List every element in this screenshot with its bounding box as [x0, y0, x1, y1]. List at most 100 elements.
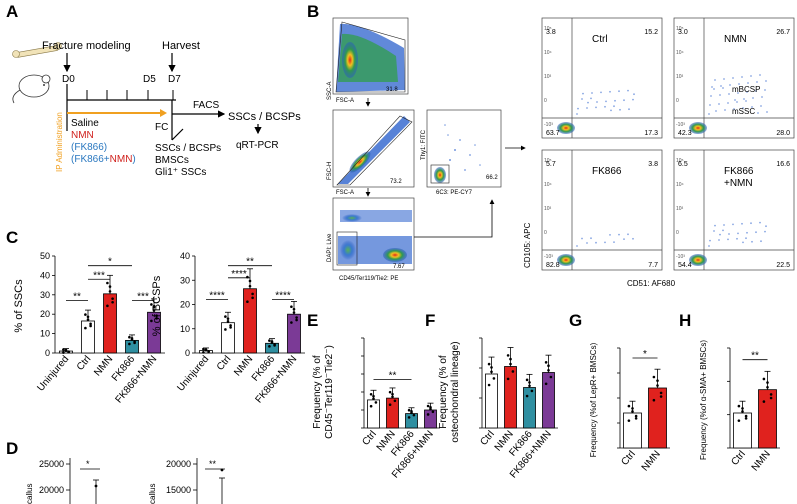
d2-sig: **	[209, 459, 217, 469]
data-point	[429, 407, 432, 411]
fracture-label: Fracture modeling	[42, 40, 131, 52]
data-point	[268, 345, 271, 348]
data-point	[769, 396, 773, 400]
scatter-dot	[733, 108, 735, 110]
scatter-dot	[632, 98, 634, 101]
data-point	[766, 381, 769, 384]
quad-name-2: +NMN	[724, 178, 753, 189]
quad-ytick: 10⁵	[676, 158, 684, 164]
scatter-dot	[623, 238, 625, 241]
scatter-dot	[756, 81, 758, 83]
data-point	[89, 324, 92, 328]
data-point	[410, 411, 413, 415]
bar	[523, 387, 536, 429]
f-ylabel-1: Frequency (% of	[438, 355, 449, 429]
fc-label: FC	[155, 122, 168, 133]
scatter-dot	[741, 222, 743, 225]
scatter-dot	[747, 82, 749, 84]
density-cluster	[557, 254, 575, 266]
gate-plot-3: 7.67 DAPI: Live CD45/Ter119/Tie2: PE	[327, 197, 415, 282]
scatter-dot	[708, 113, 710, 115]
quad-ytick: 0	[676, 230, 679, 236]
data-point	[202, 347, 205, 351]
quad-tl: 3.8	[546, 29, 556, 36]
data-point	[224, 315, 227, 318]
scatter-dot	[732, 223, 734, 226]
scatter-dot	[755, 90, 757, 92]
scatter-dot	[746, 231, 748, 234]
data-point	[86, 318, 90, 321]
data-point	[128, 335, 131, 339]
data-point	[130, 338, 134, 341]
scatter-dot	[760, 240, 762, 243]
data-point	[369, 404, 373, 408]
scatter-dot	[713, 88, 715, 90]
quad-ytick: -10³	[544, 254, 553, 260]
data-point	[744, 414, 748, 418]
panel-label-b: B	[307, 2, 319, 21]
data-point	[106, 281, 109, 285]
qrt-pcr-label: qRT-PCR	[236, 140, 279, 151]
scatter-dot	[719, 94, 721, 96]
data-point	[388, 403, 392, 407]
scatter-dot	[600, 91, 602, 94]
data-point	[229, 326, 232, 329]
data-point	[652, 398, 656, 402]
gate1-ylabel: SSC-A	[327, 82, 333, 100]
d2-ytick-1: 15000	[166, 485, 191, 495]
data-point	[511, 370, 515, 373]
f-ylabel-2: osteochondral lineage)	[450, 341, 461, 442]
scatter-dot	[727, 238, 729, 241]
x-tick-label: NMN	[750, 449, 773, 474]
scatter-dot	[737, 92, 739, 94]
data-point	[744, 417, 748, 420]
scatter-dot	[711, 86, 713, 88]
scatter-dot	[591, 92, 593, 94]
scatter-dot	[614, 99, 616, 102]
data-point	[292, 311, 296, 314]
quad-ytick: 10⁴	[676, 50, 684, 56]
scatter-dot	[595, 106, 597, 109]
gate2-ylabel: FSC-H	[327, 162, 333, 180]
sig-mark: ***	[93, 270, 105, 281]
data-point	[762, 400, 766, 403]
scatter-dot	[727, 102, 729, 104]
quad-ytick: 10⁴	[676, 182, 684, 188]
scatter-dot	[752, 97, 754, 99]
panel-d: D 25000 20000 callus * 20000 15000 callu…	[6, 439, 225, 504]
gate4-xlabel: 6C3: PE-CY7	[436, 190, 473, 196]
bar	[243, 288, 257, 354]
data-point	[391, 392, 394, 396]
scatter-dot	[723, 78, 725, 80]
quad-ytick: 0	[544, 98, 547, 104]
d0-label: D0	[62, 74, 75, 85]
data-point	[108, 290, 112, 293]
density-cluster	[557, 122, 575, 134]
quad-ytick: 10³	[676, 206, 684, 212]
g-ylabel: Frequency (%of LepR+ BMSCs)	[589, 342, 598, 457]
scatter-dot	[722, 229, 724, 232]
d2-ytick-0: 20000	[166, 459, 191, 469]
scatter-dot	[581, 98, 583, 100]
data-point	[547, 368, 550, 372]
data-point	[741, 410, 744, 413]
data-point	[62, 348, 65, 351]
data-point	[407, 408, 411, 412]
data-point	[530, 389, 534, 393]
scatter-dot	[761, 96, 763, 98]
quad-tl: 5.7	[546, 161, 556, 168]
quad-bl: 63.7	[546, 130, 560, 137]
scatter-dot	[723, 224, 725, 226]
scatter-dot	[590, 237, 592, 240]
data-point	[431, 410, 435, 414]
bar	[125, 339, 139, 354]
data-point	[627, 404, 631, 408]
bar	[367, 399, 380, 429]
scatter-dot	[627, 89, 629, 92]
data-point	[528, 381, 531, 384]
scatter-dot	[609, 90, 611, 93]
facs-label: FACS	[193, 100, 219, 111]
